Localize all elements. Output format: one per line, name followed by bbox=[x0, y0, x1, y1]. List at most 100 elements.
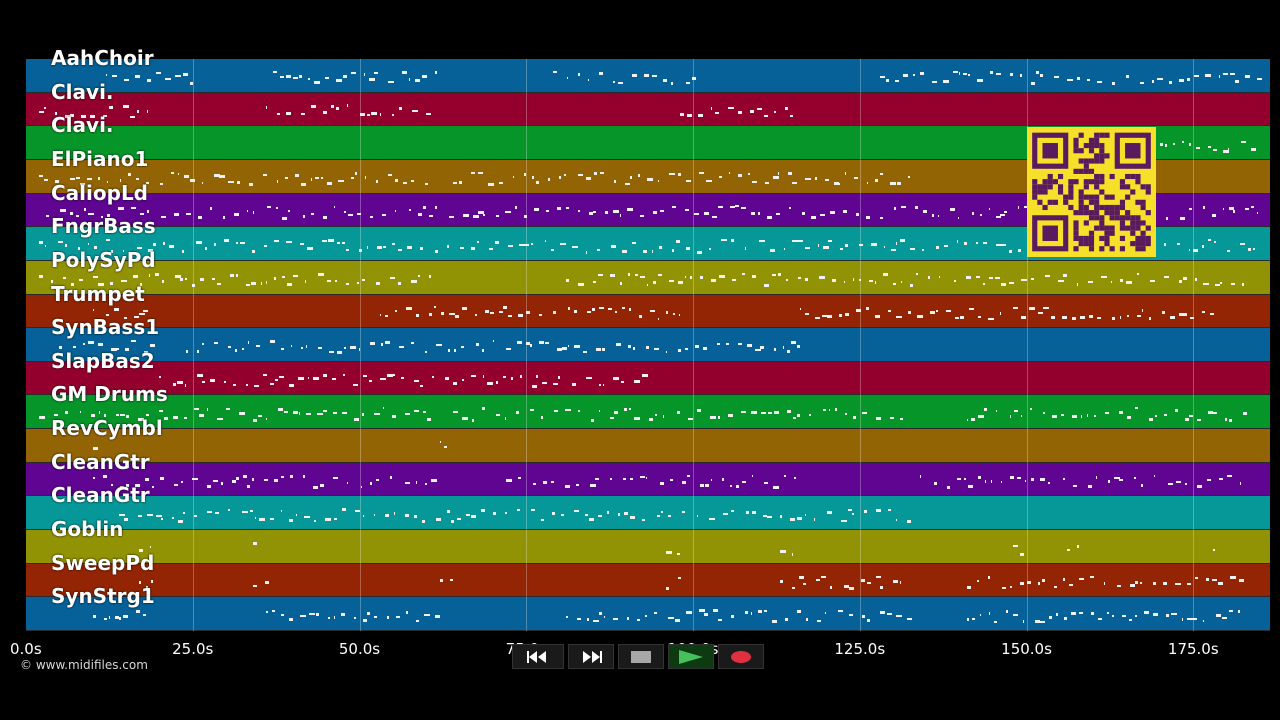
note bbox=[1017, 205, 1020, 209]
note bbox=[252, 542, 257, 546]
note bbox=[637, 619, 640, 622]
note bbox=[361, 485, 363, 488]
note bbox=[330, 105, 335, 109]
note bbox=[508, 315, 512, 318]
stop-button[interactable] bbox=[618, 644, 664, 669]
note bbox=[198, 413, 204, 417]
note bbox=[784, 475, 787, 478]
note bbox=[54, 414, 58, 417]
note bbox=[369, 216, 373, 219]
note bbox=[844, 172, 846, 176]
note bbox=[722, 513, 729, 516]
qr-module bbox=[1073, 137, 1079, 143]
note bbox=[668, 616, 674, 619]
note bbox=[425, 182, 428, 185]
note bbox=[1226, 475, 1232, 478]
note bbox=[609, 416, 615, 419]
note bbox=[1111, 82, 1115, 86]
note bbox=[424, 613, 430, 616]
note bbox=[377, 246, 383, 250]
qr-module bbox=[1099, 189, 1105, 195]
note bbox=[318, 272, 324, 276]
note bbox=[318, 347, 322, 350]
note bbox=[371, 111, 377, 115]
note bbox=[895, 242, 898, 246]
qr-module bbox=[1130, 173, 1136, 180]
note bbox=[1207, 411, 1214, 415]
note bbox=[309, 613, 316, 616]
note bbox=[117, 206, 124, 210]
note bbox=[1161, 310, 1165, 314]
note bbox=[935, 309, 938, 312]
note bbox=[622, 306, 626, 309]
note bbox=[659, 209, 665, 212]
qr-module bbox=[1052, 199, 1058, 205]
note bbox=[1174, 408, 1178, 412]
rewind-button[interactable] bbox=[512, 644, 564, 669]
note bbox=[1229, 418, 1232, 422]
note bbox=[493, 511, 497, 515]
note bbox=[577, 409, 580, 412]
note bbox=[1031, 82, 1036, 86]
qr-module bbox=[1088, 158, 1095, 164]
note bbox=[1062, 274, 1067, 278]
note bbox=[1016, 476, 1021, 479]
note bbox=[151, 486, 154, 489]
note bbox=[728, 106, 734, 109]
note bbox=[773, 111, 777, 114]
note bbox=[39, 241, 44, 245]
note bbox=[687, 114, 693, 118]
note bbox=[279, 75, 284, 78]
note bbox=[1062, 315, 1067, 319]
record-button[interactable] bbox=[718, 644, 764, 669]
note bbox=[706, 180, 713, 183]
note bbox=[226, 407, 230, 410]
note bbox=[425, 113, 431, 116]
note bbox=[747, 172, 750, 175]
note bbox=[565, 409, 571, 412]
note bbox=[552, 71, 558, 74]
note bbox=[809, 413, 812, 416]
qr-module bbox=[1088, 215, 1095, 221]
note bbox=[667, 515, 672, 518]
note bbox=[44, 245, 47, 248]
note bbox=[145, 413, 149, 416]
qr-module bbox=[1083, 194, 1089, 200]
note bbox=[566, 77, 569, 80]
note bbox=[670, 478, 673, 481]
note bbox=[711, 106, 713, 110]
note bbox=[523, 214, 527, 218]
note bbox=[895, 615, 902, 618]
note bbox=[880, 216, 883, 219]
note bbox=[953, 280, 956, 283]
track-label: Clavi. bbox=[51, 79, 114, 104]
note bbox=[988, 208, 990, 211]
note bbox=[76, 215, 80, 218]
qr-module bbox=[1140, 204, 1146, 211]
note bbox=[1066, 549, 1070, 552]
note bbox=[983, 242, 987, 245]
note bbox=[640, 215, 645, 218]
note bbox=[391, 113, 394, 116]
qr-module bbox=[1083, 210, 1089, 216]
note-pattern bbox=[26, 160, 1270, 193]
note bbox=[119, 617, 122, 621]
note bbox=[197, 349, 200, 353]
note bbox=[404, 481, 411, 484]
note bbox=[567, 307, 571, 311]
note bbox=[556, 348, 562, 352]
note-pattern bbox=[26, 59, 1270, 92]
note bbox=[1010, 475, 1014, 479]
play-button[interactable] bbox=[668, 644, 714, 669]
fast-forward-button[interactable] bbox=[568, 644, 614, 669]
note bbox=[130, 340, 137, 343]
note bbox=[302, 474, 305, 478]
note-pattern bbox=[26, 227, 1270, 260]
note bbox=[686, 247, 690, 251]
note bbox=[335, 106, 339, 110]
note bbox=[1248, 248, 1252, 252]
note bbox=[1038, 581, 1041, 585]
note bbox=[676, 240, 680, 244]
note bbox=[874, 280, 876, 284]
note bbox=[329, 351, 334, 354]
